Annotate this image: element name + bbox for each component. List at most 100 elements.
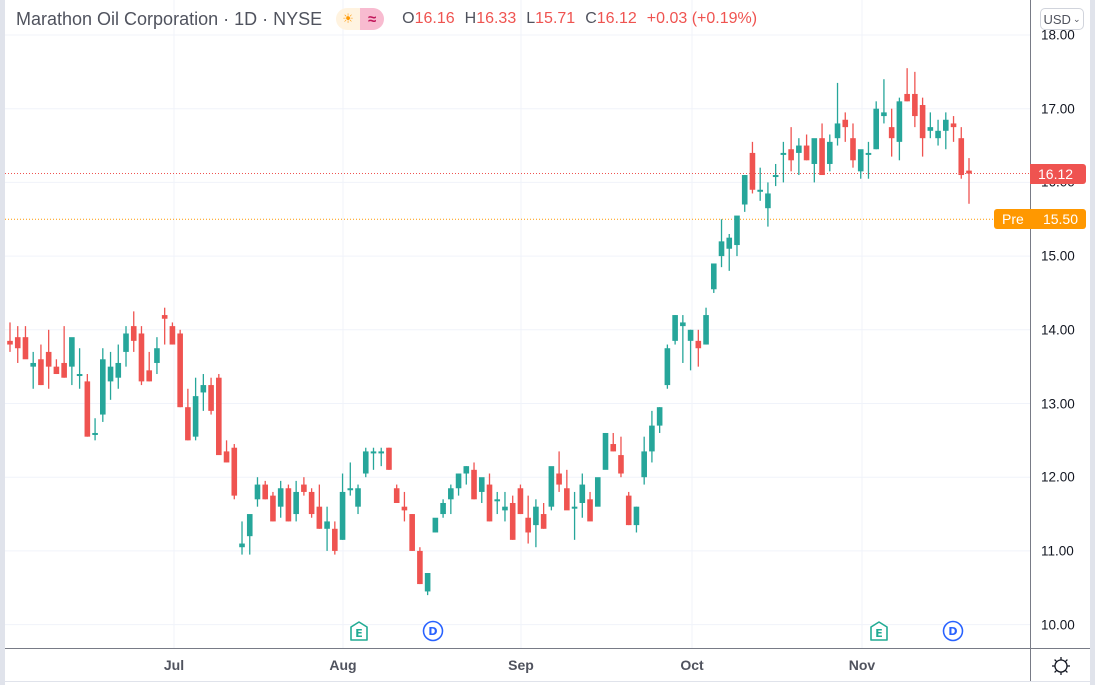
candlestick-plot[interactable] [5, 0, 1030, 648]
price-scale[interactable]: 18.0017.0016.0015.0014.0013.0012.0011.00… [1030, 0, 1091, 648]
candle [378, 447, 385, 467]
candle [803, 134, 810, 161]
price-tick-label: 17.00 [1041, 101, 1075, 117]
close-label: C [585, 10, 597, 27]
candle [92, 418, 98, 441]
candle [680, 315, 686, 363]
candle [30, 351, 37, 389]
candle [22, 326, 29, 360]
candle [757, 167, 763, 201]
candle [185, 388, 191, 441]
candle [7, 322, 13, 352]
chart-pane[interactable] [5, 0, 1030, 648]
open-value: 16.16 [414, 10, 455, 27]
candle [246, 514, 253, 555]
candle [339, 473, 346, 540]
candle [502, 491, 508, 522]
low-value: 15.71 [535, 10, 576, 27]
candle [440, 499, 446, 518]
session-badge[interactable]: ☀ ≈ [336, 8, 385, 30]
candle [888, 108, 895, 157]
candle [509, 495, 516, 540]
candle [417, 547, 423, 585]
candle [239, 521, 245, 555]
candle [324, 506, 330, 551]
candle [332, 521, 338, 555]
candle [231, 444, 238, 500]
svg-text:E: E [355, 627, 363, 640]
candle [100, 348, 106, 422]
time-tick-label: Aug [329, 657, 357, 673]
earnings-icon[interactable]: E [868, 620, 890, 642]
candle [564, 469, 570, 511]
earnings-icon[interactable]: E [348, 620, 370, 642]
price-tick-label: 15.00 [1041, 248, 1075, 264]
dividend-icon[interactable]: D [422, 620, 444, 642]
candle [254, 477, 261, 507]
candle [695, 329, 702, 367]
candle [625, 491, 632, 526]
candle [316, 484, 323, 529]
candle [308, 488, 315, 518]
candle [780, 141, 787, 183]
candle [525, 495, 531, 544]
candle [587, 491, 593, 522]
settings-corner[interactable] [1030, 648, 1091, 682]
candle [270, 491, 276, 522]
price-tick-label: 11.00 [1041, 543, 1074, 559]
candle [958, 127, 965, 179]
candle [919, 97, 926, 157]
candle [146, 351, 153, 382]
candle [672, 315, 678, 345]
svg-text:E: E [875, 627, 883, 640]
candle [703, 307, 709, 345]
candle [69, 337, 75, 386]
candle [424, 573, 431, 596]
change-value: +0.03 (+0.19%) [646, 10, 758, 27]
candle [594, 477, 601, 507]
price-tick-label: 12.00 [1041, 469, 1075, 485]
candle [881, 79, 887, 124]
premarket-label: Pre [1002, 211, 1024, 227]
candle [819, 123, 825, 176]
high-label: H [464, 10, 477, 27]
candle [409, 514, 415, 551]
currency-select[interactable]: USD ⌄ [1040, 8, 1084, 30]
dividend-icon[interactable]: D [942, 620, 964, 642]
time-tick-label: Sep [508, 657, 534, 673]
candle [223, 440, 230, 463]
symbol-title[interactable]: Marathon Oil Corporation · 1D · NYSE [16, 8, 323, 29]
candle [710, 263, 717, 293]
premarket-price-tag: Pre 15.50 [994, 209, 1086, 229]
open-label: O [402, 10, 415, 27]
candle [602, 432, 609, 470]
candle [865, 141, 872, 179]
candle [285, 484, 292, 522]
candle [45, 329, 52, 389]
candle [741, 175, 748, 212]
time-axis[interactable]: Jul Aug Sep Oct Nov [5, 648, 1030, 682]
time-tick-label: Jul [163, 657, 185, 673]
candle [471, 462, 477, 500]
candle [401, 491, 408, 522]
candle [610, 432, 617, 452]
candle [633, 506, 640, 533]
candle [138, 326, 145, 386]
candle [76, 348, 83, 389]
price-tick-label: 14.00 [1041, 322, 1075, 338]
wave-icon: ≈ [360, 8, 385, 30]
gear-icon[interactable] [1051, 656, 1071, 676]
candle [177, 329, 183, 408]
price-tick-label: 13.00 [1041, 396, 1075, 411]
candle [857, 149, 864, 179]
candle [966, 158, 972, 204]
currency-label: USD [1043, 11, 1071, 27]
candle [293, 480, 299, 522]
candle [301, 477, 307, 496]
candle [734, 215, 740, 257]
close-value: 16.12 [596, 10, 637, 27]
candle [533, 499, 539, 548]
candle [169, 322, 176, 345]
candle [123, 326, 129, 367]
candle [927, 112, 934, 139]
